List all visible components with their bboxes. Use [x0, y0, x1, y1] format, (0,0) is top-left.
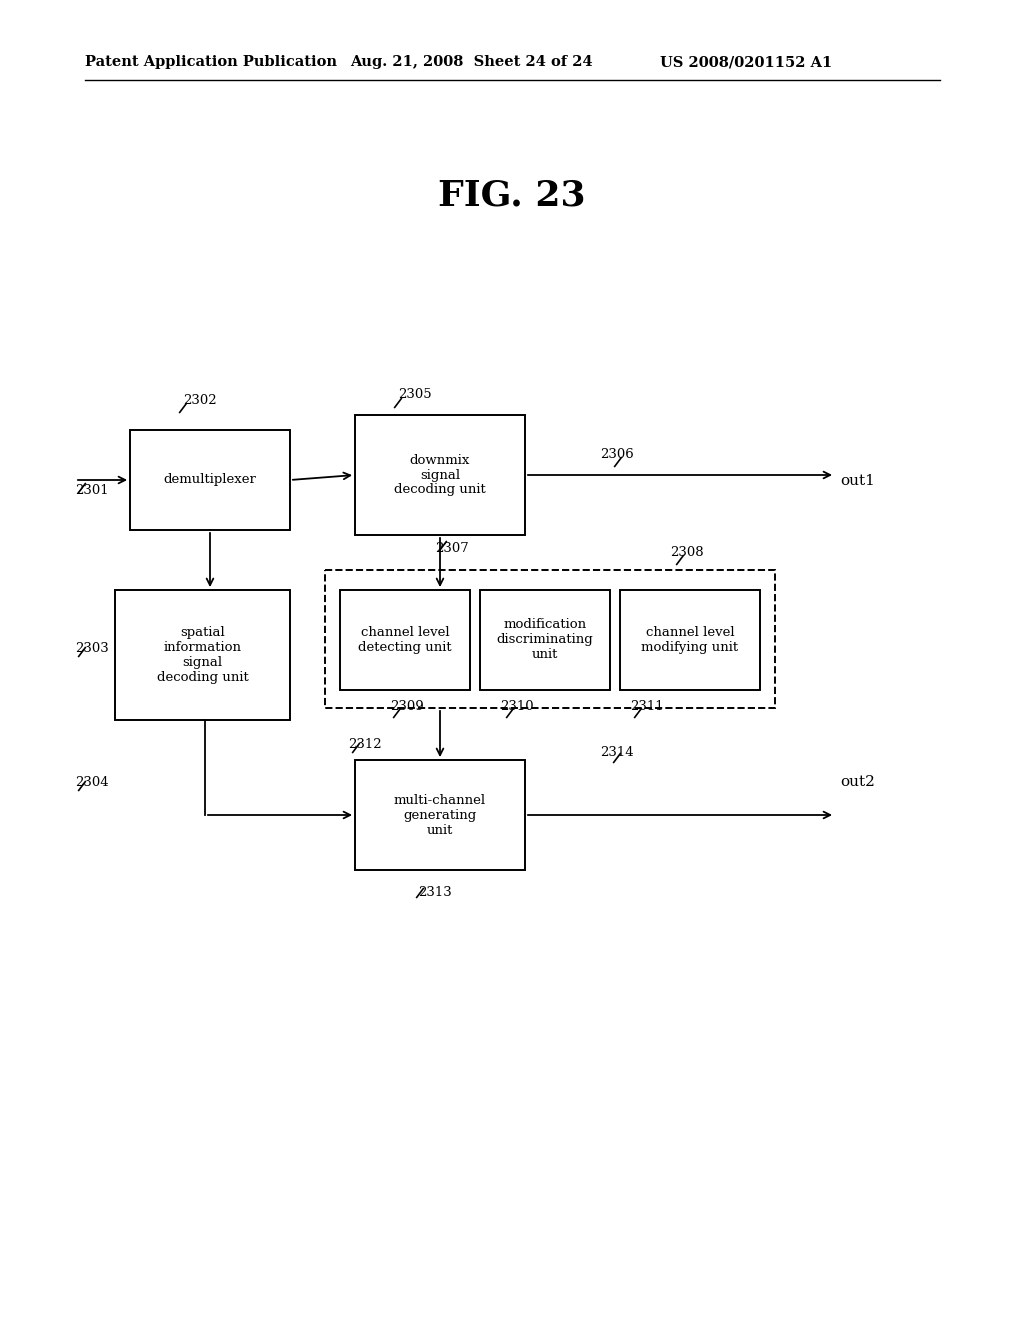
Bar [480, 590, 610, 690]
Text: 2312: 2312 [348, 738, 382, 751]
Bar [620, 590, 760, 690]
Text: 2308: 2308 [670, 545, 703, 558]
Text: out1: out1 [840, 474, 874, 488]
Text: spatial
information
signal
decoding unit: spatial information signal decoding unit [157, 626, 249, 684]
Text: 2305: 2305 [398, 388, 432, 401]
Text: 2309: 2309 [390, 700, 424, 713]
Bar [355, 414, 525, 535]
Bar [115, 590, 290, 719]
Text: 2303: 2303 [75, 642, 109, 655]
Text: modification
discriminating
unit: modification discriminating unit [497, 619, 593, 661]
Bar [325, 570, 775, 708]
Text: 2307: 2307 [435, 541, 469, 554]
Text: FIG. 23: FIG. 23 [438, 178, 586, 213]
Bar [130, 430, 290, 531]
Text: channel level
detecting unit: channel level detecting unit [358, 626, 452, 653]
Text: channel level
modifying unit: channel level modifying unit [641, 626, 738, 653]
Text: 2302: 2302 [183, 393, 217, 407]
Text: out2: out2 [840, 775, 874, 789]
Text: Patent Application Publication: Patent Application Publication [85, 55, 337, 69]
Text: 2301: 2301 [75, 483, 109, 496]
Text: 2314: 2314 [600, 746, 634, 759]
Text: US 2008/0201152 A1: US 2008/0201152 A1 [660, 55, 833, 69]
Bar [355, 760, 525, 870]
Text: 2306: 2306 [600, 449, 634, 462]
Text: demultiplexer: demultiplexer [164, 474, 256, 487]
Text: Aug. 21, 2008  Sheet 24 of 24: Aug. 21, 2008 Sheet 24 of 24 [350, 55, 593, 69]
Bar [340, 590, 470, 690]
Text: 2304: 2304 [75, 776, 109, 788]
Text: 2310: 2310 [500, 700, 534, 713]
Text: downmix
signal
decoding unit: downmix signal decoding unit [394, 454, 485, 496]
Text: multi-channel
generating
unit: multi-channel generating unit [394, 793, 486, 837]
Text: 2313: 2313 [418, 886, 452, 899]
Text: 2311: 2311 [630, 700, 664, 713]
